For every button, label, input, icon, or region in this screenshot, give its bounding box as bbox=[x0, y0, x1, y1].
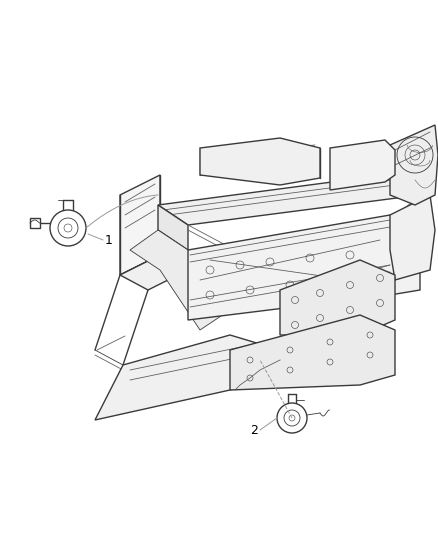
Polygon shape bbox=[230, 315, 395, 390]
Polygon shape bbox=[330, 140, 395, 190]
Polygon shape bbox=[390, 125, 438, 205]
Text: 2: 2 bbox=[250, 424, 258, 437]
Polygon shape bbox=[95, 335, 280, 420]
Polygon shape bbox=[120, 255, 188, 290]
Polygon shape bbox=[120, 175, 160, 275]
Polygon shape bbox=[188, 215, 420, 320]
Polygon shape bbox=[130, 230, 230, 330]
Polygon shape bbox=[158, 205, 188, 250]
Polygon shape bbox=[200, 138, 320, 185]
Text: 1: 1 bbox=[105, 233, 113, 246]
Polygon shape bbox=[280, 260, 395, 335]
FancyBboxPatch shape bbox=[30, 218, 40, 228]
Polygon shape bbox=[158, 175, 420, 225]
Polygon shape bbox=[390, 195, 435, 280]
